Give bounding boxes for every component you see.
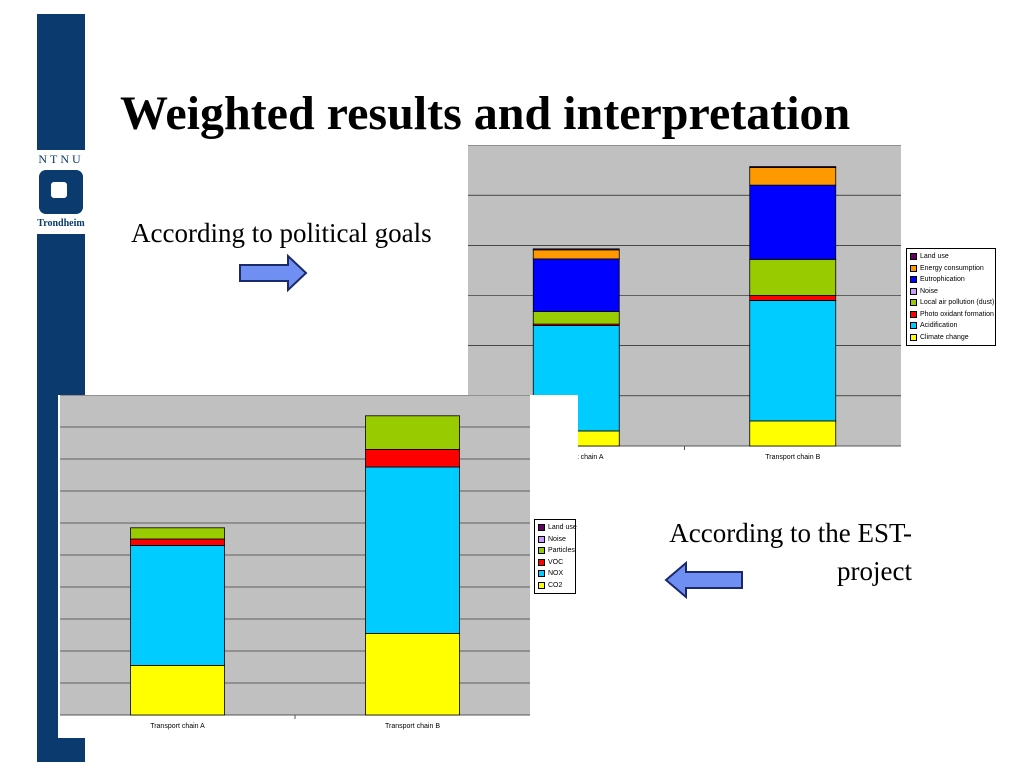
arrow-right-icon	[239, 254, 308, 292]
bar-segment-eutrophication-1	[532, 258, 620, 312]
slide-title: Weighted results and interpretation	[120, 87, 851, 140]
legend-item-land-use: Land use	[910, 251, 992, 263]
legend-swatch	[538, 524, 545, 532]
legend-swatch	[910, 287, 917, 295]
bar-segment-land-use-1	[532, 248, 620, 251]
legend-swatch	[538, 547, 545, 555]
logo-letters: NTNU	[38, 152, 84, 166]
legend-label: CO2	[548, 581, 563, 589]
bar-segment-co2-1	[130, 664, 225, 716]
legend-label: VOC	[548, 558, 564, 566]
bar-segment-voc-2	[365, 449, 460, 468]
legend-label: Local air pollution (dust)	[920, 299, 995, 307]
legend-item-voc: VOC	[538, 557, 572, 569]
ntnu-logo: NTNU Trondheim	[34, 150, 88, 234]
legend-item-noise: Noise	[538, 534, 572, 546]
legend-label: NOX	[548, 570, 564, 578]
legend-item-noise: Noise	[910, 286, 992, 298]
bar-segment-voc-1	[130, 538, 225, 546]
legend-item-local-air-pollution-dust: Local air pollution (dust)	[910, 297, 995, 309]
note-political-goals: According to political goals	[131, 218, 432, 248]
legend-est-project: Land use Noise Particles VOC NOX CO2	[534, 519, 577, 594]
legend-swatch	[910, 264, 917, 272]
bar-segment-particles-2	[365, 415, 460, 450]
legend-item-nox: NOX	[538, 568, 572, 580]
bar-segment-land-use-2	[749, 166, 837, 168]
bar-segment-energy-consumption-2	[749, 167, 837, 186]
legend-item-energy-consumption: Energy consumption	[910, 263, 992, 275]
legend-swatch	[538, 558, 545, 566]
legend-item-acidification: Acidification	[910, 320, 992, 332]
legend-label: Photo oxidant formation	[920, 310, 994, 318]
legend-swatch	[910, 276, 917, 284]
legend-swatch	[538, 535, 545, 543]
x-tick-label: Transport chain A	[150, 723, 205, 730]
arrow-left-icon	[664, 561, 743, 599]
bar-segment-energy-consumption-1	[532, 249, 620, 260]
legend-item-particles: Particles	[538, 545, 575, 557]
note-est-line1: According to the EST-	[669, 518, 912, 548]
legend-swatch	[910, 299, 917, 307]
legend-swatch	[538, 570, 545, 578]
x-tick-label: Transport chain B	[765, 454, 820, 461]
bar-segment-particles-1	[130, 527, 225, 540]
legend-item-photo-oxidant-formation: Photo oxidant formation	[910, 309, 994, 321]
legend-label: Climate change	[920, 333, 969, 341]
legend-label: Eutrophication	[920, 276, 965, 284]
legend-label: Particles	[548, 547, 575, 555]
note-est-line2: project	[837, 556, 912, 586]
legend-item-climate-change: Climate change	[910, 332, 992, 344]
bar-segment-acidification-2	[749, 300, 837, 422]
legend-swatch	[910, 333, 917, 341]
x-tick-label: Transport chain B	[385, 723, 440, 730]
logo-city: Trondheim	[37, 218, 85, 229]
legend-label: Acidification	[920, 322, 958, 330]
legend-swatch	[910, 322, 917, 330]
bar-segment-climate-change-2	[749, 420, 837, 447]
legend-item-co2: CO2	[538, 580, 572, 592]
legend-swatch	[910, 253, 917, 261]
bar-segment-eutrophication-2	[749, 184, 837, 260]
note-est-project: According to the EST- project	[590, 514, 912, 590]
bar-segment-local-air-pollution-dust-1	[532, 311, 620, 325]
chart-est-project: Transport chain A Transport chain B Land …	[58, 395, 578, 738]
chart-est-project-svg: Transport chain A Transport chain B	[60, 395, 530, 730]
bar-segment-nox-1	[130, 544, 225, 666]
legend-label: Energy consumption	[920, 264, 984, 272]
legend-political-goals: Land use Energy consumption Eutrophication…	[906, 248, 996, 346]
legend-label: Noise	[548, 535, 566, 543]
bar-segment-co2-2	[365, 632, 460, 716]
legend-label: Land use	[920, 253, 949, 261]
legend-item-eutrophication: Eutrophication	[910, 274, 992, 286]
legend-swatch	[910, 310, 917, 318]
bar-segment-photo-oxidant-formation-2	[749, 295, 837, 301]
legend-item-land-use: Land use	[538, 522, 577, 534]
legend-swatch	[538, 581, 545, 589]
logo-emblem-inner	[49, 180, 69, 200]
bar-segment-local-air-pollution-dust-2	[749, 258, 837, 296]
legend-label: Land use	[548, 524, 577, 532]
bar-segment-nox-2	[365, 466, 460, 634]
logo-emblem-icon	[39, 170, 83, 214]
legend-label: Noise	[920, 287, 938, 295]
